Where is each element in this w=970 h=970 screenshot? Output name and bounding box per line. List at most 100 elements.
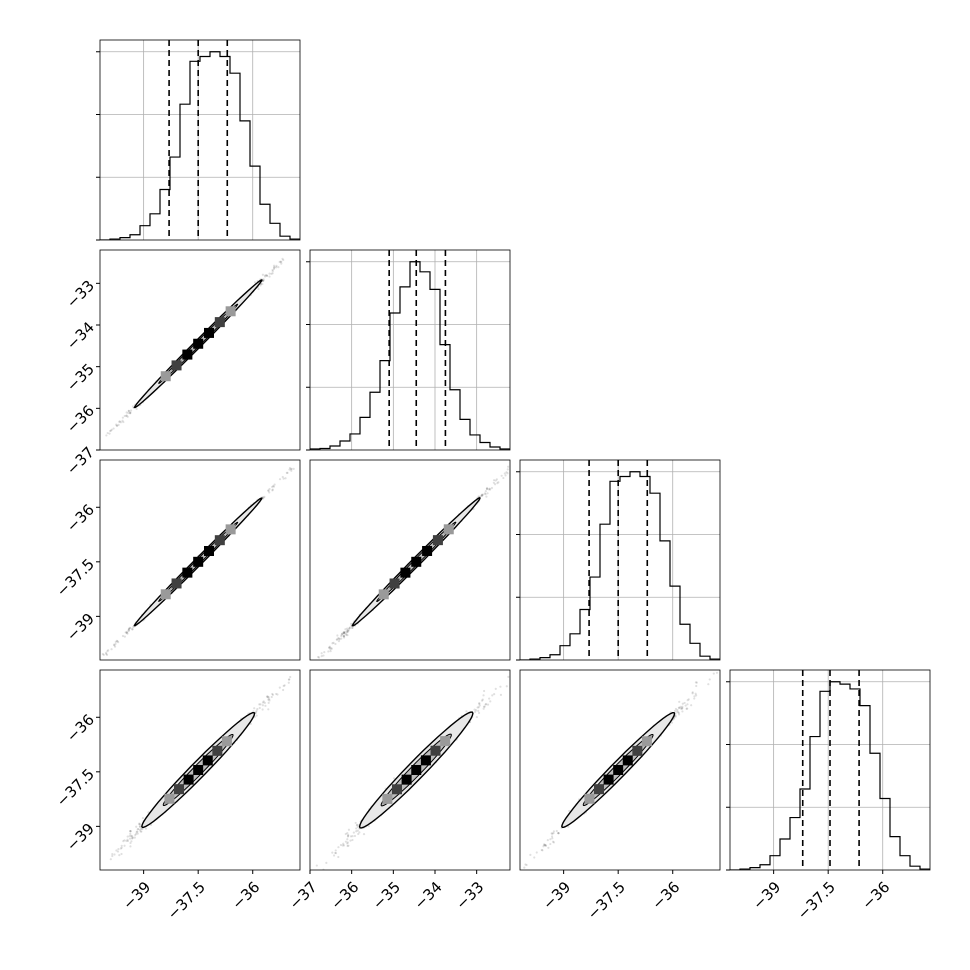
density-cell (164, 793, 175, 804)
scatter-point (499, 685, 502, 688)
panel-frame (309, 459, 511, 661)
scatter-point (346, 838, 349, 841)
scatter-point (674, 715, 677, 718)
scatter-point (144, 827, 148, 830)
scatter-point (127, 627, 131, 630)
y-tick-label: −39 (63, 610, 98, 645)
panel-frame (519, 459, 721, 661)
scatter-point (474, 710, 477, 713)
scatter-point (123, 839, 126, 842)
scatter-point (344, 632, 348, 635)
scatter-point (356, 825, 359, 829)
scatter-point (500, 474, 503, 477)
scatter-point (499, 693, 503, 696)
scatter-point (121, 634, 125, 638)
scatter-point (109, 858, 112, 861)
scatter-point (106, 650, 109, 653)
scatter-point (555, 829, 558, 833)
density-cell (171, 578, 182, 589)
panel-content (310, 250, 510, 450)
scatter-point (263, 495, 266, 498)
scatter-point (342, 631, 345, 634)
panel-2-2 (516, 459, 721, 661)
scatter-point (124, 631, 127, 634)
scatter-point (268, 272, 271, 275)
scatter-point (347, 828, 351, 831)
scatter-point (267, 708, 270, 711)
scatter-point (346, 844, 349, 848)
scatter-point (105, 434, 108, 437)
y-tick-label: −39 (63, 820, 98, 855)
scatter-point (679, 707, 683, 710)
panel-content (317, 465, 510, 659)
scatter-point (282, 684, 285, 688)
scatter-point (272, 264, 276, 267)
scatter-point (346, 630, 349, 633)
x-tick-label: −39 (119, 878, 154, 913)
scatter-point (340, 637, 343, 640)
scatter-point (334, 849, 337, 852)
scatter-point (263, 275, 267, 278)
density-cell (174, 784, 185, 795)
scatter-point (362, 833, 366, 836)
scatter-point (529, 853, 532, 856)
scatter-point (506, 468, 509, 471)
scatter-point (346, 627, 349, 630)
scatter-point (266, 696, 270, 699)
scatter-point (343, 631, 346, 634)
scatter-point (495, 478, 498, 481)
scatter-point (490, 486, 494, 490)
scatter-point (140, 828, 144, 831)
scatter-point (134, 833, 137, 837)
scatter-point (110, 648, 113, 651)
scatter-point (346, 835, 350, 838)
scatter-point (681, 710, 684, 713)
scatter-point (477, 495, 480, 498)
scatter-point (265, 274, 269, 277)
scatter-point (543, 844, 546, 847)
scatter-point (486, 492, 489, 495)
scatter-point (127, 628, 131, 631)
histogram-step (520, 471, 720, 660)
density-cell (202, 755, 213, 766)
scatter-point (136, 828, 139, 831)
x-tick-label: −37.5 (584, 878, 629, 923)
scatter-point (342, 635, 346, 638)
scatter-point (268, 487, 271, 491)
scatter-point (267, 696, 270, 699)
scatter-point (349, 835, 353, 838)
density-cell (584, 793, 595, 804)
scatter-point (132, 625, 135, 629)
scatter-point (332, 854, 336, 857)
scatter-point (261, 708, 264, 711)
scatter-point (262, 279, 265, 282)
scatter-point (290, 467, 293, 470)
scatter-point (259, 703, 262, 706)
x-tick-label: −35 (369, 878, 404, 913)
scatter-point (278, 478, 282, 481)
scatter-point (120, 852, 123, 856)
scatter-point (493, 693, 496, 696)
scatter-point (334, 852, 338, 855)
density-cell (641, 736, 652, 747)
scatter-point (256, 707, 259, 711)
scatter-point (271, 692, 274, 696)
scatter-point (255, 714, 258, 717)
scatter-point (481, 493, 485, 496)
scatter-point (280, 260, 283, 263)
scatter-point (111, 854, 114, 858)
scatter-point (112, 643, 116, 646)
scatter-point (677, 713, 681, 716)
panel-0-0 (96, 39, 301, 241)
scatter-point (287, 678, 291, 681)
scatter-point (275, 266, 278, 269)
scatter-point (483, 492, 487, 495)
scatter-point (288, 468, 291, 471)
scatter-point (101, 652, 104, 656)
scatter-point (485, 495, 488, 498)
density-cell (214, 317, 225, 328)
scatter-point (694, 692, 697, 695)
scatter-point (121, 416, 124, 419)
x-tick-label: −36 (228, 878, 263, 913)
scatter-point (123, 635, 126, 638)
